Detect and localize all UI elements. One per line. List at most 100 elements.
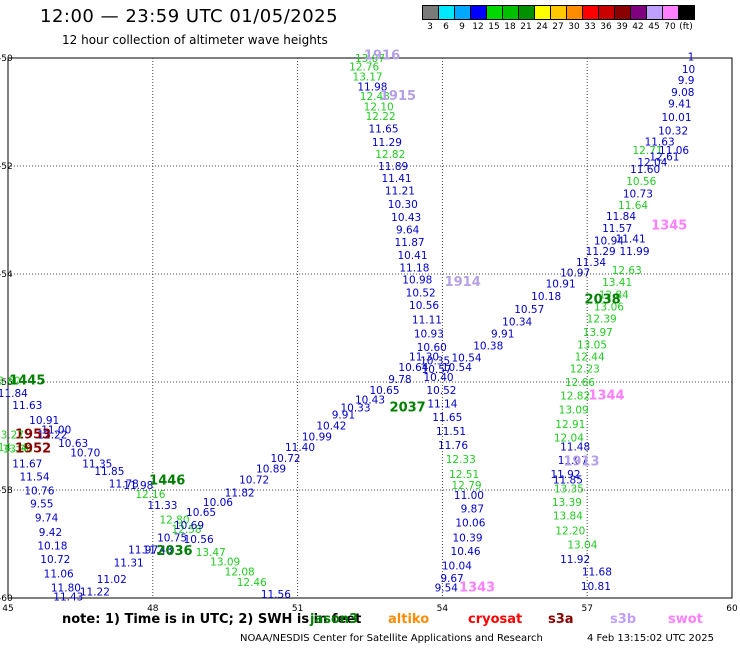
wave-height-label: 10.89 [256, 464, 286, 476]
wave-height-label: 10.40 [424, 372, 454, 384]
wave-height-label: 11.18 [399, 262, 429, 274]
wave-height-label: 10.60 [417, 342, 447, 354]
wave-height-label: 11.84 [606, 211, 636, 223]
wave-height-label: 11.00 [454, 490, 484, 502]
wave-height-label: 12.44 [575, 351, 605, 363]
wave-height-label: 11.57 [602, 223, 632, 235]
wave-height-label: 11.92 [550, 469, 580, 481]
wave-height-label: 10.39 [452, 532, 482, 544]
x-tick-label: 45 [2, 604, 13, 614]
satellite-legend-s3a: s3a [548, 612, 574, 627]
y-tick-label: -58 [0, 486, 13, 496]
wave-height-label: 9.91 [332, 410, 355, 422]
wave-height-label: 12.82 [375, 149, 405, 161]
wave-height-label: 10.56 [184, 534, 214, 546]
wave-height-label: 10.56 [626, 176, 656, 188]
wave-height-label: 11.30 [409, 351, 439, 363]
wave-height-label: 9.41 [668, 99, 691, 111]
wave-height-label: 10.01 [661, 112, 691, 124]
wave-height-label: 12.58 [172, 524, 202, 536]
wave-height-label: 12.04 [554, 432, 584, 444]
wave-height-label: 11.33 [147, 500, 177, 512]
wave-height-label: 11.54 [20, 471, 50, 483]
wave-height-label: 10.91 [546, 279, 576, 291]
wave-height-label: 9.74 [35, 512, 59, 524]
wave-height-label: 11.64 [618, 200, 648, 212]
wave-height-label: 13.84 [553, 511, 583, 523]
wave-height-label: 1 [688, 52, 695, 64]
wave-height-label: 10.63 [58, 438, 88, 450]
wave-height-label: 13.07 [355, 53, 385, 65]
wave-height-label: 12.04 [637, 157, 667, 169]
wave-height-label: 13.06 [594, 302, 624, 314]
wave-height-label: 10.70 [70, 448, 100, 460]
plot-frame [7, 57, 733, 599]
wave-height-label: 10.64 [398, 362, 428, 374]
wave-height-label: 11.60 [630, 164, 660, 176]
wave-height-label: 12.79 [452, 480, 482, 492]
wave-height-label: 13.97 [583, 327, 613, 339]
pass-time-label: 1345 [651, 219, 687, 234]
wave-height-label: 11.85 [553, 475, 583, 487]
x-tick-label: 60 [726, 604, 738, 614]
satellite-legend-s3b: s3b [610, 612, 637, 627]
wave-height-label: 11.14 [427, 398, 457, 410]
wave-height-label: 12.16 [135, 489, 165, 501]
wave-height-label: 9.91 [491, 329, 514, 341]
wave-height-label: 11.84 [0, 388, 28, 400]
wave-height-label: 10.91 [29, 415, 59, 427]
wave-height-label: 10.06 [455, 518, 485, 530]
wave-height-label: 13.27 [0, 430, 24, 442]
wave-height-label: 11.29 [586, 246, 616, 258]
wave-height-label: 11.82 [225, 487, 255, 499]
wave-height-label: 11.06 [659, 145, 689, 157]
wave-height-label: 11.43 [53, 592, 83, 604]
wave-height-label: 10.76 [24, 485, 54, 497]
wave-height-label: 12.76 [349, 61, 379, 73]
wave-height-label: 9.67 [440, 573, 463, 585]
wave-height-label: 12.22 [366, 111, 396, 123]
wave-height-label: 11.65 [432, 412, 462, 424]
wave-height-label: 11.00 [41, 424, 71, 436]
pass-time-label: 1913 [563, 455, 599, 470]
wave-height-label: 12.91 [555, 419, 585, 431]
pass-time-label: 2038 [585, 293, 621, 308]
wave-height-label: 10.38 [473, 341, 503, 353]
color-label-14: 45 [648, 22, 660, 32]
wave-height-label: 10.52 [406, 288, 436, 300]
wave-height-label: 12.48 [360, 91, 390, 103]
wave-height-label: 12.08 [225, 566, 255, 578]
x-tick-label: 51 [292, 604, 303, 614]
wave-height-label: 10 [682, 64, 695, 76]
y-tick-label: -56 [0, 378, 13, 388]
wave-height-label: 12.46 [237, 577, 267, 589]
wave-height-label: 9.55 [30, 498, 53, 510]
wave-height-label: 10.69 [174, 520, 204, 532]
x-tick-label: 48 [147, 604, 159, 614]
y-tick-label: -52 [0, 162, 13, 172]
pass-time-label: 1953 [15, 428, 51, 443]
wave-height-label: 13.39 [552, 497, 582, 509]
pass-time-label: 2037 [390, 401, 426, 416]
wave-height-label: 9.9 [678, 75, 695, 87]
wave-height-label: 12.33 [446, 454, 476, 466]
wave-height-label: 11.67 [12, 458, 42, 470]
color-scale-labels: 3 6 9 12 15 18 21 24 27 30 33 36 39 42 45 70 (ft) [422, 20, 694, 32]
wave-height-label: 11.11 [412, 315, 442, 327]
wave-height-label: 11.78 [109, 478, 139, 490]
color-label-15: 70 [664, 22, 676, 32]
wave-height-label: 11.31 [114, 558, 144, 570]
wave-height-label: 10.18 [531, 291, 561, 303]
wave-height-label: 11.29 [372, 137, 402, 149]
page-subtitle: 12 hour collection of altimeter wave hei… [62, 33, 328, 47]
color-label-7: 24 [536, 22, 548, 32]
pass-time-label: 1344 [588, 388, 624, 403]
wave-height-label: 10.04 [442, 560, 472, 572]
pass-time-label: 1916 [364, 49, 400, 64]
wave-height-label: 10.42 [316, 421, 346, 433]
color-label-8: 27 [552, 22, 564, 32]
wave-height-label: 13.09 [559, 404, 589, 416]
wave-height-label: 10.30 [388, 199, 418, 211]
wave-height-label: 10.93 [414, 329, 444, 341]
